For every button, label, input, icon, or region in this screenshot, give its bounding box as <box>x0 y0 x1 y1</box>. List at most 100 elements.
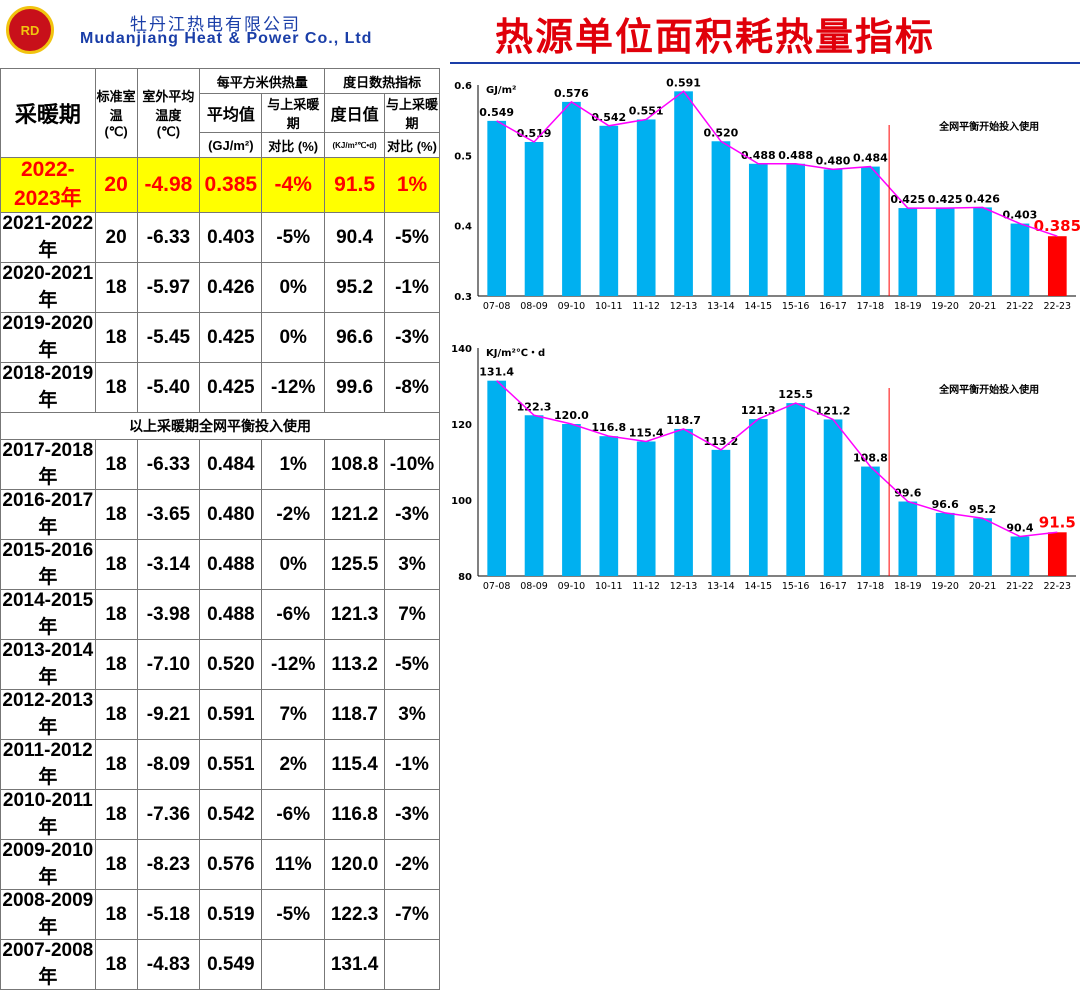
y-tick-label: 100 <box>451 496 472 507</box>
cell-avg-cmp: 1% <box>261 439 326 491</box>
cell-period: 2021-2022年 <box>0 212 96 263</box>
cell-period: 2011-2012年 <box>0 739 96 791</box>
cell-period: 2010-2011年 <box>0 789 96 841</box>
bar <box>599 436 619 576</box>
cell-period: 2016-2017年 <box>0 489 96 541</box>
x-tick-label: 12-13 <box>670 581 698 592</box>
cell-degree-day: 121.3 <box>324 589 386 641</box>
chart-degree-day: 80 100 120 140 KJ/m²℃・d 131.4 07-08 122.3 08-09 1… <box>450 330 1080 592</box>
cell-avg-cmp: -5% <box>261 212 326 263</box>
cell-avg-cmp: -6% <box>261 789 326 841</box>
table-row: 2015-2016年 18 -3.14 0.488 0% 125.5 3% <box>0 539 440 591</box>
data-label: 0.488 <box>778 149 813 162</box>
data-label: 96.6 <box>932 498 959 511</box>
header-dd-cmp: 与上采暖期 <box>384 93 440 133</box>
cell-avg-heat: 0.591 <box>199 689 263 741</box>
cell-avg-heat: 0.519 <box>199 889 263 941</box>
header-avg-unit: (GJ/m²) <box>199 132 263 158</box>
cell-room-temp: 18 <box>94 739 138 791</box>
cell-room-temp: 18 <box>94 312 138 363</box>
y-tick-label: 140 <box>451 344 472 355</box>
header-dd-unit: (KJ/m²℃•d) <box>324 132 386 158</box>
bar <box>487 120 507 296</box>
bar <box>1047 532 1067 576</box>
cell-degree-day: 120.0 <box>324 839 386 891</box>
y-axis-label: GJ/m² <box>486 85 516 96</box>
data-label: 0.403 <box>1003 209 1038 222</box>
table-row: 2009-2010年 18 -8.23 0.576 11% 120.0 -2% <box>0 839 440 891</box>
table-row: 2017-2018年 18 -6.33 0.484 1% 108.8 -10% <box>0 439 440 491</box>
cell-dd-cmp: -7% <box>384 889 440 941</box>
data-label: 0.385 <box>1034 217 1080 235</box>
x-tick-label: 07-08 <box>483 301 511 312</box>
data-label: 108.8 <box>853 452 888 465</box>
cell-avg-heat: 0.549 <box>199 939 263 990</box>
y-tick-label: 0.4 <box>454 222 472 233</box>
bar <box>898 208 918 296</box>
heating-data-table: 采暖期 标准室温 (℃) 室外平均 温度 (℃) 每平方米供热量 度日数热指标 平均值… <box>0 68 440 990</box>
x-tick-label: 14-15 <box>745 581 773 592</box>
cell-degree-day: 96.6 <box>324 312 386 363</box>
y-axis-label: KJ/m²℃・d <box>486 348 545 359</box>
bar <box>748 419 768 576</box>
data-label: 0.591 <box>666 76 701 89</box>
note-text: 以上采暖期全网平衡投入使用 <box>0 411 440 441</box>
y-tick-label: 0.6 <box>454 81 472 92</box>
cell-room-temp: 18 <box>94 939 138 990</box>
cell-outdoor-temp: -6.33 <box>136 212 201 263</box>
cell-period: 2022-2023年 <box>0 157 96 213</box>
annotation: 全网平衡开始投入使用 <box>938 120 1039 133</box>
company-name-en: Mudanjiang Heat & Power Co., Ltd <box>80 30 373 47</box>
cell-avg-heat: 0.576 <box>199 839 263 891</box>
header: RD 牡丹江热电有限公司 Mudanjiang Heat & Power Co.… <box>0 0 1080 64</box>
cell-outdoor-temp: -3.65 <box>136 489 201 541</box>
table-row: 2012-2013年 18 -9.21 0.591 7% 118.7 3% <box>0 689 440 741</box>
cell-period: 2007-2008年 <box>0 939 96 990</box>
cell-period: 2014-2015年 <box>0 589 96 641</box>
cell-avg-heat: 0.542 <box>199 789 263 841</box>
bar <box>636 119 656 296</box>
cell-avg-cmp: -12% <box>261 639 326 691</box>
trend-line <box>496 90 1058 237</box>
cell-degree-day: 99.6 <box>324 362 386 413</box>
data-label: 121.2 <box>816 404 851 417</box>
data-label: 0.576 <box>554 87 589 100</box>
page-title: 热源单位面积耗热量指标 <box>495 15 936 59</box>
cell-degree-day: 118.7 <box>324 689 386 741</box>
bar <box>861 466 880 576</box>
data-label: 116.8 <box>591 421 626 434</box>
bar <box>935 208 955 296</box>
note-row: 以上采暖期全网平衡投入使用 <box>0 411 440 441</box>
bar <box>524 141 544 296</box>
cell-room-temp: 18 <box>94 262 138 313</box>
cell-dd-cmp: -2% <box>384 839 440 891</box>
x-tick-label: 10-11 <box>595 301 623 312</box>
cell-avg-heat: 0.520 <box>199 639 263 691</box>
cell-period: 2012-2013年 <box>0 689 96 741</box>
cell-outdoor-temp: -7.36 <box>136 789 201 841</box>
cell-avg-cmp: -5% <box>261 889 326 941</box>
y-tick-label: 0.5 <box>454 151 472 162</box>
x-tick-label: 11-12 <box>632 581 660 592</box>
cell-outdoor-temp: -8.09 <box>136 739 201 791</box>
cell-room-temp: 20 <box>94 157 138 213</box>
x-tick-label: 08-09 <box>520 301 548 312</box>
cell-room-temp: 18 <box>94 539 138 591</box>
cell-period: 2008-2009年 <box>0 889 96 941</box>
cell-outdoor-temp: -6.33 <box>136 439 201 491</box>
data-label: 0.425 <box>928 193 963 206</box>
x-tick-label: 21-22 <box>1006 301 1034 312</box>
cell-avg-cmp: 7% <box>261 689 326 741</box>
cell-outdoor-temp: -4.83 <box>136 939 201 990</box>
table-row: 2011-2012年 18 -8.09 0.551 2% 115.4 -1% <box>0 739 440 791</box>
cell-degree-day: 116.8 <box>324 789 386 841</box>
data-label: 90.4 <box>1006 521 1033 534</box>
y-tick-label: 120 <box>451 420 472 431</box>
header-avg: 平均值 <box>199 93 263 133</box>
cell-avg-cmp: 0% <box>261 312 326 363</box>
title-divider <box>450 62 1080 64</box>
x-tick-label: 18-19 <box>894 581 922 592</box>
cell-avg-cmp: 2% <box>261 739 326 791</box>
data-label: 120.0 <box>554 409 589 422</box>
data-label: 91.5 <box>1039 513 1076 531</box>
